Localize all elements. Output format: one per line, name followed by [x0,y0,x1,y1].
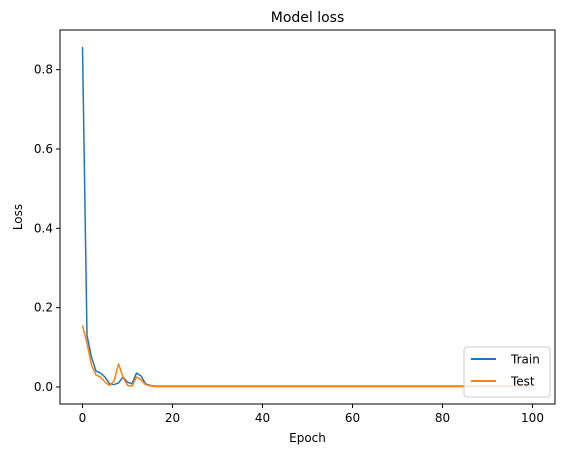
x-tick-label: 100 [521,411,544,425]
x-axis-label: Epoch [289,431,326,445]
x-tick-label: 40 [255,411,270,425]
y-tick-label: 0.4 [34,221,53,235]
x-axis-ticks: 0 20 40 60 80 100 [79,404,544,425]
legend-label-train: Train [510,353,540,367]
plot-area [81,47,533,388]
y-tick-label: 0.8 [34,63,53,77]
x-tick-label: 60 [345,411,360,425]
x-tick-label: 20 [165,411,180,425]
y-axis-label: Loss [11,204,25,230]
y-axis-ticks: 0.0 0.2 0.4 0.6 0.8 [34,63,60,394]
legend: Train Test [463,346,551,398]
series-line-test [81,325,533,388]
legend-label-test: Test [510,375,535,389]
x-tick-label: 80 [435,411,450,425]
chart-title: Model loss [271,10,345,26]
y-tick-label: 0.6 [34,142,53,156]
y-tick-label: 0.2 [34,301,53,315]
axes-frame [59,29,556,405]
y-tick-label: 0.0 [34,380,53,394]
x-tick-label: 0 [79,411,87,425]
